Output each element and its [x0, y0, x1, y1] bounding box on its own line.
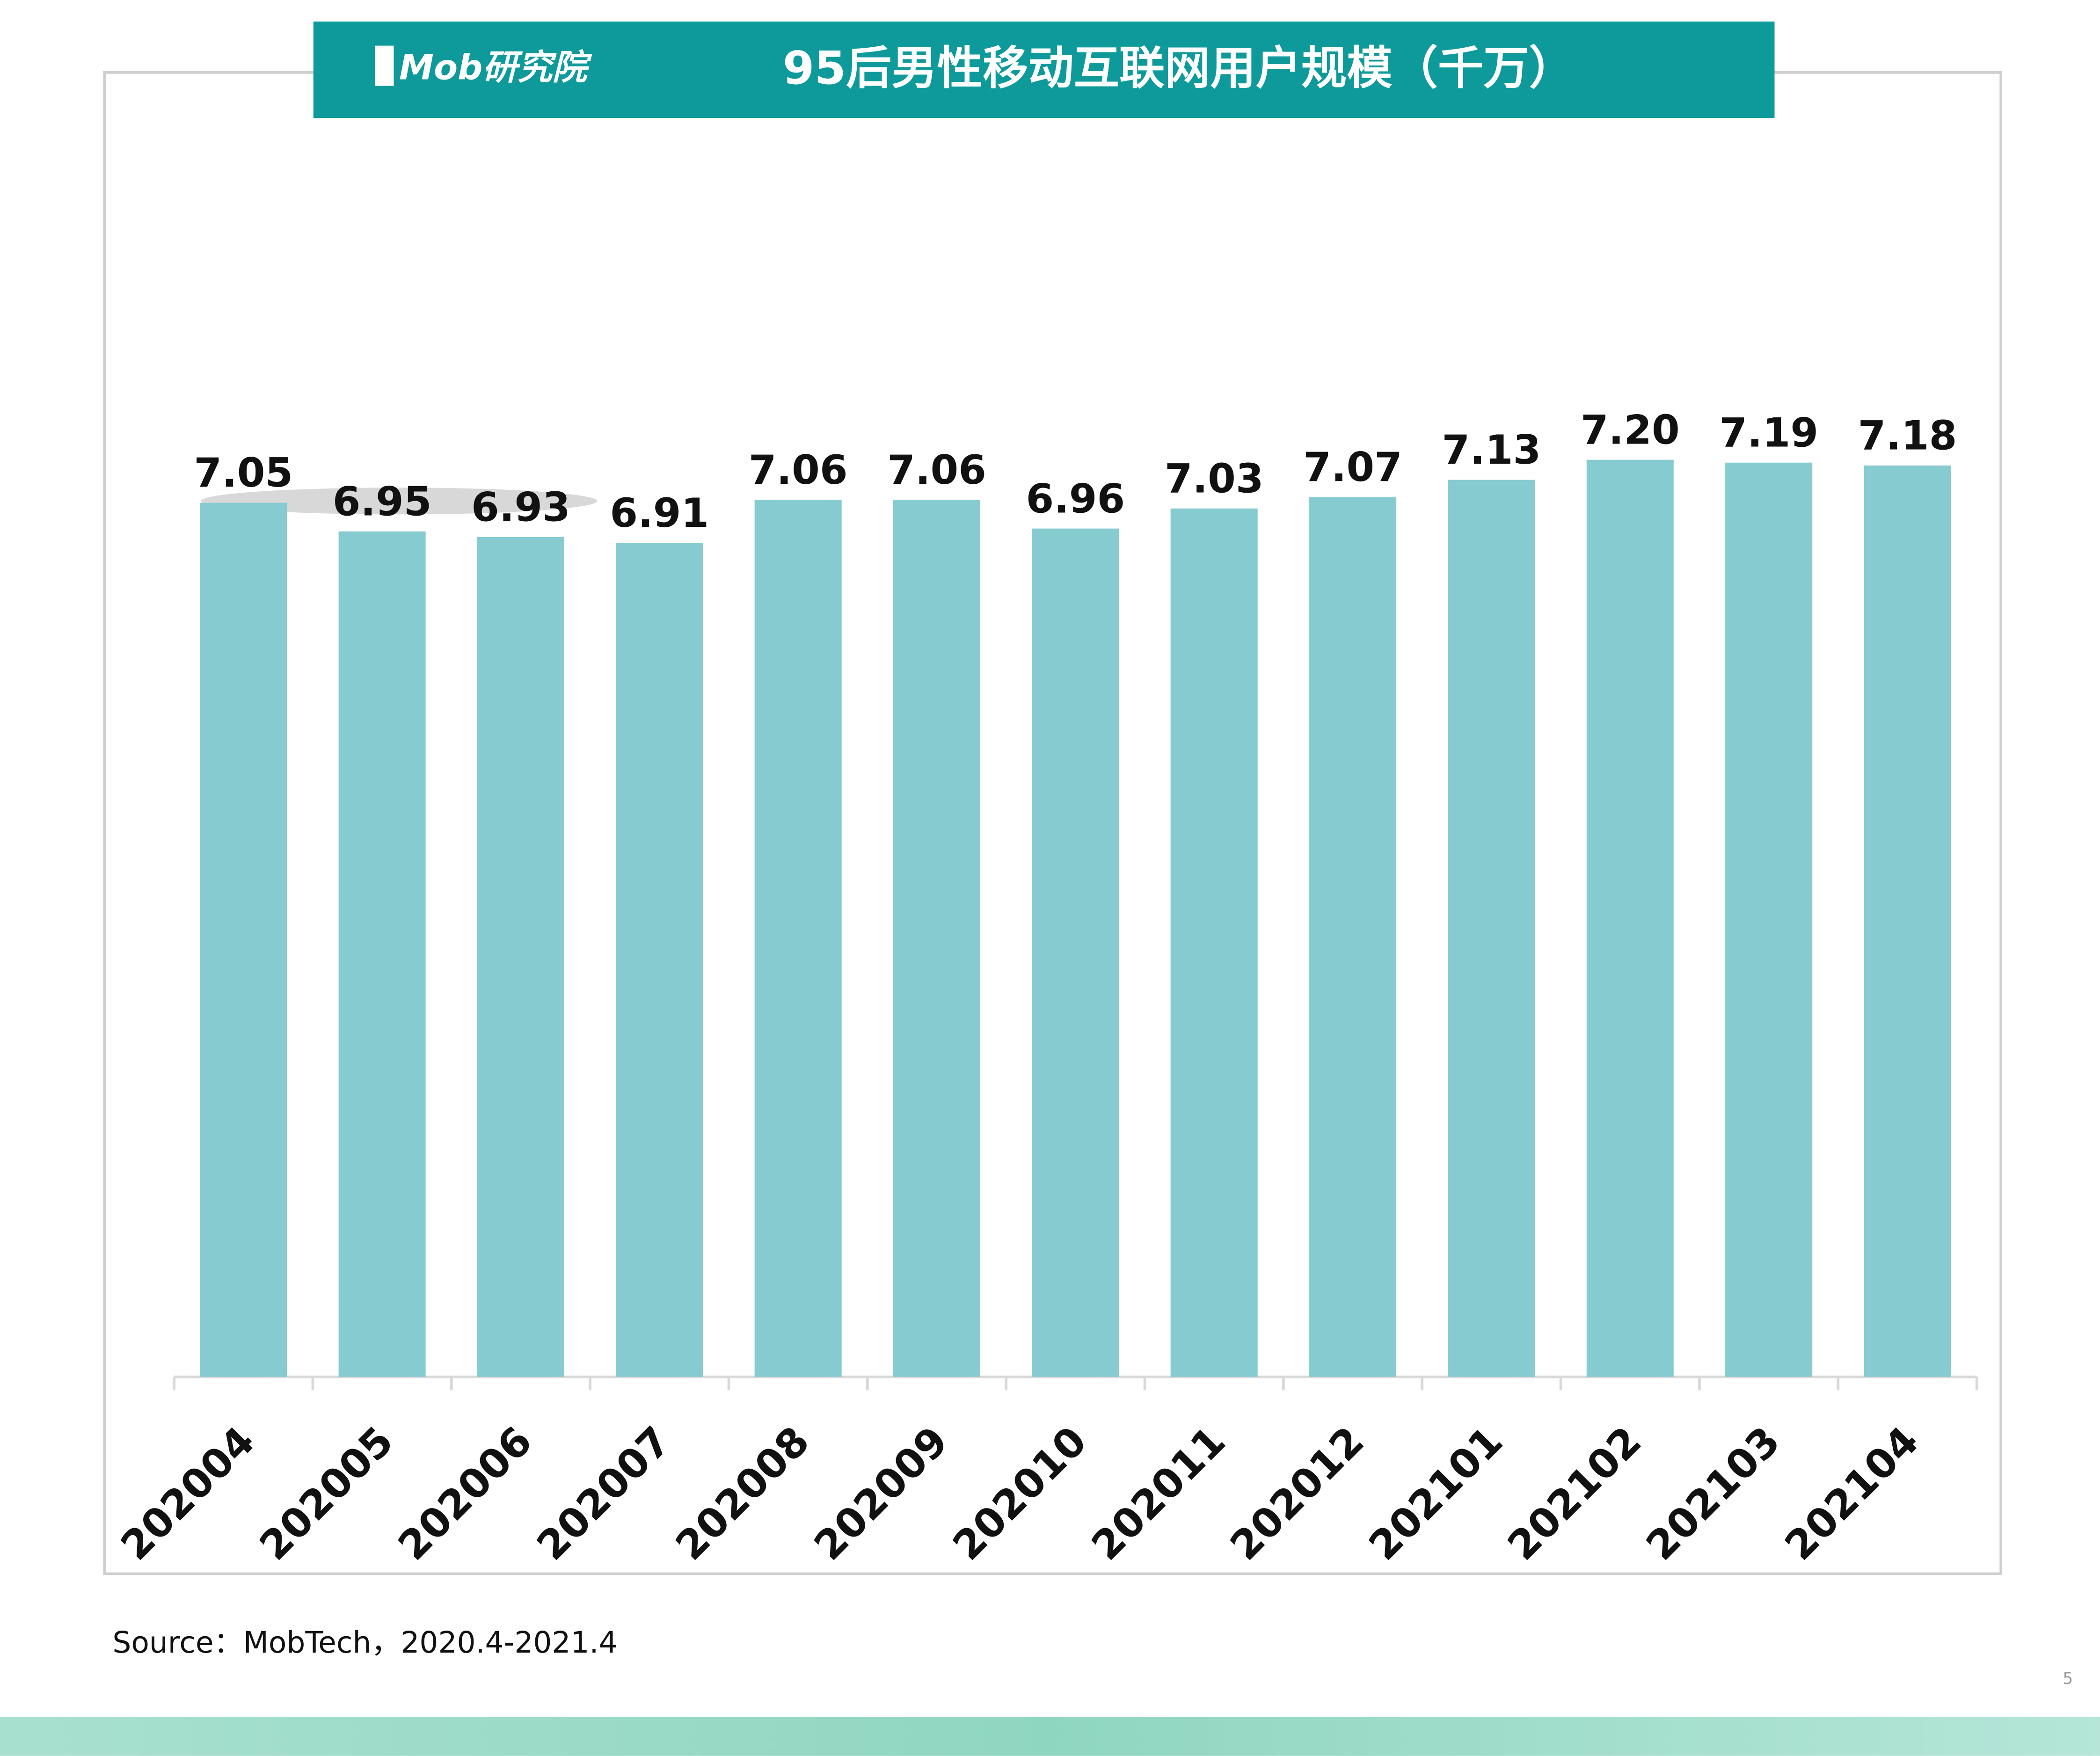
bar: [477, 537, 564, 1377]
value-label: 6.96: [1026, 475, 1125, 522]
source: Source：MobTech，2020.4-2021.4: [112, 1625, 617, 1660]
bar: [754, 500, 842, 1377]
bar: [1586, 459, 1674, 1377]
x-tick-label: 202102: [1499, 1418, 1650, 1569]
logo-icon: [375, 45, 394, 86]
x-tick-label: 202011: [1083, 1418, 1234, 1569]
value-label: 7.20: [1581, 407, 1680, 453]
value-label: 7.07: [1303, 444, 1402, 491]
value-label: 7.18: [1858, 413, 1957, 459]
page-number: 5: [2063, 1669, 2073, 1688]
bar: [1864, 465, 1951, 1377]
logo: Mob研究院: [399, 47, 592, 88]
value-label: 6.95: [333, 478, 432, 525]
bar: [338, 531, 426, 1377]
x-tick-label: 202006: [389, 1418, 541, 1569]
value-label: 6.91: [610, 490, 709, 537]
x-tick-label: 202103: [1637, 1418, 1789, 1569]
bar: [893, 500, 981, 1377]
value-label: 7.03: [1165, 455, 1264, 502]
plot: 7.05 202004 6.95 202005 6.93 202006 6.91 202007…: [112, 407, 1978, 1569]
footer-band: [0, 1717, 2100, 1756]
bar: [616, 543, 703, 1377]
bar: [1170, 508, 1258, 1377]
x-tick-label: 202007: [528, 1418, 680, 1569]
x-tick-label: 202005: [251, 1418, 402, 1569]
value-label: 7.13: [1442, 427, 1541, 474]
value-label: 6.93: [471, 484, 570, 531]
x-tick-label: 202104: [1776, 1418, 1928, 1569]
x-tick-label: 202008: [667, 1418, 818, 1569]
x-tick-label: 202009: [805, 1418, 957, 1569]
shadow: [201, 488, 598, 515]
value-label: 7.06: [887, 447, 986, 494]
bar: [200, 503, 287, 1377]
bar: [1032, 528, 1119, 1377]
x-tick-label: 202010: [944, 1418, 1096, 1569]
value-label: 7.05: [194, 450, 293, 496]
x-tick-label: 202101: [1360, 1418, 1512, 1569]
value-label: 7.06: [749, 447, 848, 494]
value-label: 7.19: [1719, 409, 1818, 456]
x-tick-label: 202012: [1221, 1418, 1373, 1569]
bar: [1309, 497, 1397, 1377]
bar: [1448, 480, 1535, 1377]
x-tick-label: 202004: [112, 1418, 264, 1569]
title-banner: [313, 22, 1775, 118]
chart-title: 95后男性移动互联网用户规模（千万）: [783, 42, 1575, 95]
bar: [1725, 462, 1813, 1377]
